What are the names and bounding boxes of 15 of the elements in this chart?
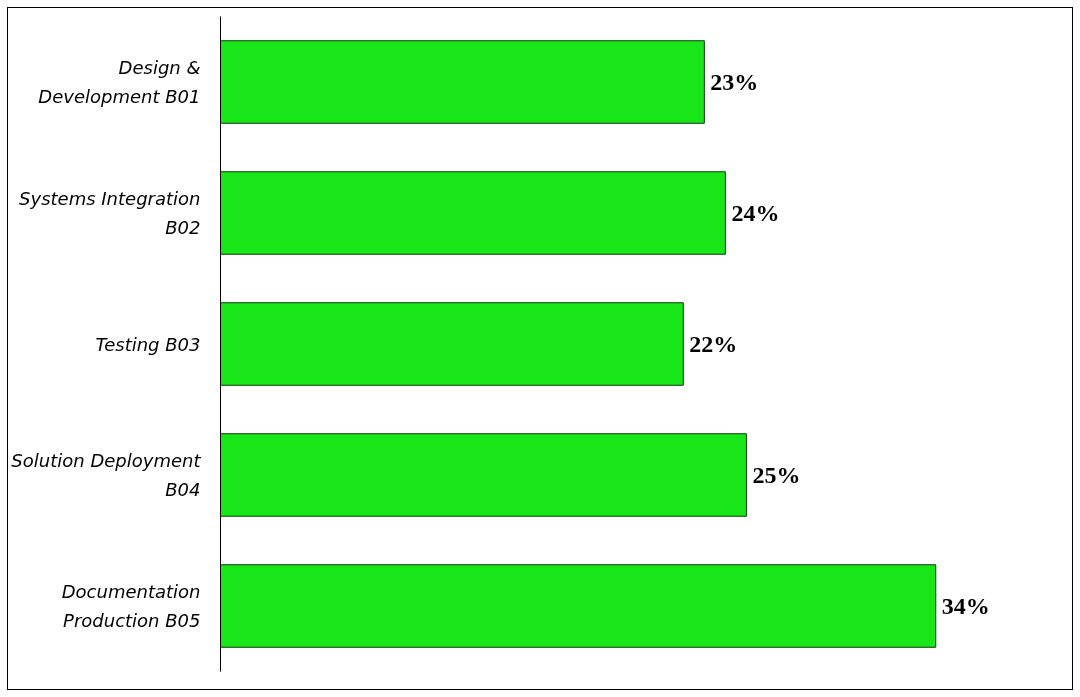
y-tick-label: Documentation Production B05: [61, 580, 201, 632]
bar: [220, 302, 684, 386]
bar: [220, 433, 747, 517]
data-label: 34%: [941, 593, 990, 619]
bar: [220, 171, 726, 255]
data-label: 24%: [731, 200, 780, 226]
y-tick-label: Systems Integration B02: [19, 187, 201, 239]
y-tick-label: Solution Deployment B04: [11, 449, 202, 501]
bar: [220, 564, 937, 648]
y-tick-label: Design & Development B01: [38, 56, 201, 108]
y-tick-label: Testing B03: [95, 333, 201, 355]
data-label: 25%: [752, 462, 801, 488]
bar: [220, 40, 705, 124]
data-label: 22%: [689, 331, 738, 357]
data-label: 23%: [710, 69, 759, 95]
